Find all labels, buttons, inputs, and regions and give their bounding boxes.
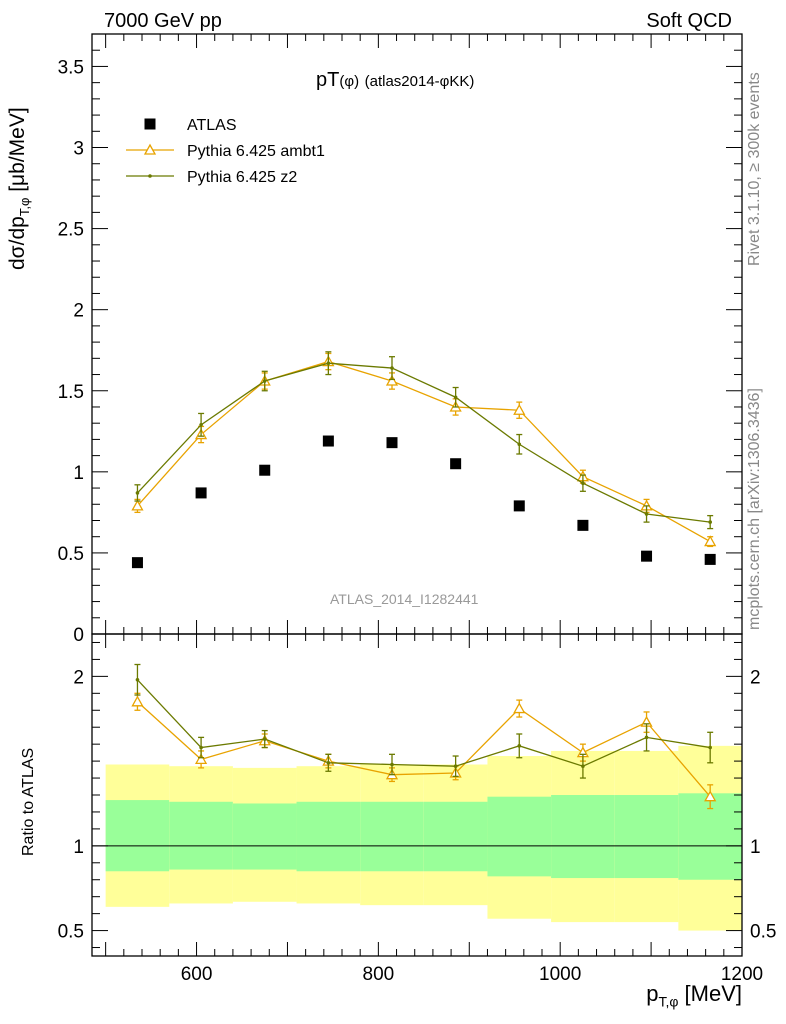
ambt1-marker <box>143 143 157 155</box>
ambt1-marker <box>704 535 717 547</box>
x-tick-label: 1200 <box>721 964 763 985</box>
atlas-data-point <box>322 435 334 447</box>
atlas-data-point <box>450 458 462 470</box>
ambt1-marker <box>513 702 526 714</box>
legend-label: Pythia 6.425 ambt1 <box>187 143 325 160</box>
band-inner <box>551 795 615 879</box>
main-y-axis-label: dσ/dpT,φ [μb/MeV] <box>6 107 33 270</box>
rivet-label: Rivet 3.1.10, ≥ 300k events <box>746 72 763 266</box>
y-tick-label: 1 <box>73 463 84 484</box>
ratio-y-tick-label: 2 <box>73 667 84 688</box>
atlas-data-point <box>704 553 716 565</box>
z2-ratio-point <box>262 737 267 741</box>
band-inner <box>232 803 297 870</box>
z2-point <box>581 481 585 485</box>
z2-ratio-point <box>135 677 140 682</box>
mcplots-label: mcplots.cern.ch [arXiv:1306.3436] <box>746 388 763 630</box>
atlas-data-point <box>259 464 271 476</box>
ambt1-marker <box>385 374 399 386</box>
ambt1-marker <box>131 695 144 707</box>
z2-ratio-point <box>581 764 585 768</box>
plot-title: pT(φ) (atlas2014-φKK) <box>316 69 475 91</box>
atlas-data-point <box>577 519 589 531</box>
atlas-data-point <box>513 500 525 512</box>
band-inner <box>614 795 679 879</box>
legend: ATLAS Pythia 6.425 ambt1 Pythia 6.425 z2 <box>126 117 325 186</box>
z2-point <box>517 442 522 447</box>
z2-ratio-line <box>136 679 711 767</box>
ratio-plot-marks <box>131 663 717 810</box>
ratio-y-tick-label: 0.5 <box>58 922 84 943</box>
z2-ratio-point <box>708 745 712 750</box>
z2-point <box>262 379 267 383</box>
category-label: Soft QCD <box>646 10 732 32</box>
ambt1-marker <box>131 499 144 511</box>
y-tick-label: 3.5 <box>58 57 84 78</box>
atlas-data-point <box>386 437 398 449</box>
ambt1-marker <box>513 403 526 415</box>
band-inner <box>296 801 361 872</box>
z2-ratio-point <box>517 744 522 748</box>
ratio-y-tick-label-right: 0.5 <box>750 922 776 943</box>
x-axis-label: pT,φ [MeV] <box>646 981 742 1010</box>
legend-atlas-marker <box>144 118 156 130</box>
y-tick-label: 0 <box>73 625 84 646</box>
ambt1-marker <box>194 753 208 765</box>
ratio-y-axis-label: Ratio to ATLAS <box>20 747 37 856</box>
x-tick-label: 600 <box>181 964 213 985</box>
z2-ratio-point <box>326 761 331 765</box>
z2-ratio-point <box>390 762 394 767</box>
atlas-data-point <box>195 487 207 499</box>
z2-line <box>136 362 711 523</box>
band-inner <box>423 801 488 872</box>
z2-point <box>135 491 140 495</box>
band-inner <box>487 796 552 877</box>
z2-point <box>390 366 394 370</box>
band-inner <box>169 801 233 870</box>
z2-point <box>644 512 649 516</box>
ambt1-marker <box>704 790 717 802</box>
x-tick-label: 800 <box>363 964 395 985</box>
z2-ratio-point <box>644 735 649 740</box>
analysis-watermark: ATLAS_2014_I1282441 <box>330 591 479 607</box>
y-tick-label: 0.5 <box>58 544 84 565</box>
z2-point <box>326 361 331 365</box>
band-inner <box>105 800 170 872</box>
legend-label: Pythia 6.425 z2 <box>187 169 297 186</box>
plot-axes: 600 800 1000 1200 0 0.5 1 1.5 2 2.5 3 3.5 0.5 0.5 1 1 2 2 <box>58 33 776 985</box>
ambt1-line <box>136 360 711 543</box>
atlas-data-point <box>641 550 653 562</box>
ratio-y-tick-label-right: 1 <box>750 837 761 858</box>
band-inner <box>360 801 424 872</box>
y-tick-label: 2.5 <box>58 220 84 241</box>
z2-point <box>453 395 458 400</box>
legend-label: ATLAS <box>187 117 237 134</box>
main-plot-marks <box>131 351 717 569</box>
energy-label: 7000 GeV pp <box>104 10 222 32</box>
x-tick-label: 1000 <box>539 964 581 985</box>
ratio-y-tick-label-right: 2 <box>750 667 761 688</box>
z2-point <box>708 520 712 524</box>
legend-z2-marker <box>148 174 152 178</box>
y-tick-label: 3 <box>73 139 84 160</box>
y-tick-label: 1.5 <box>58 382 84 403</box>
atlas-data-point <box>131 557 143 569</box>
ratio-y-tick-label: 1 <box>73 837 84 858</box>
y-tick-label: 2 <box>73 301 84 322</box>
z2-point <box>199 423 203 427</box>
z2-ratio-point <box>199 745 203 750</box>
z2-ratio-point <box>453 764 458 768</box>
ambt1-ratio-line <box>137 701 711 798</box>
ratio-uncertainty-bands <box>92 745 742 931</box>
